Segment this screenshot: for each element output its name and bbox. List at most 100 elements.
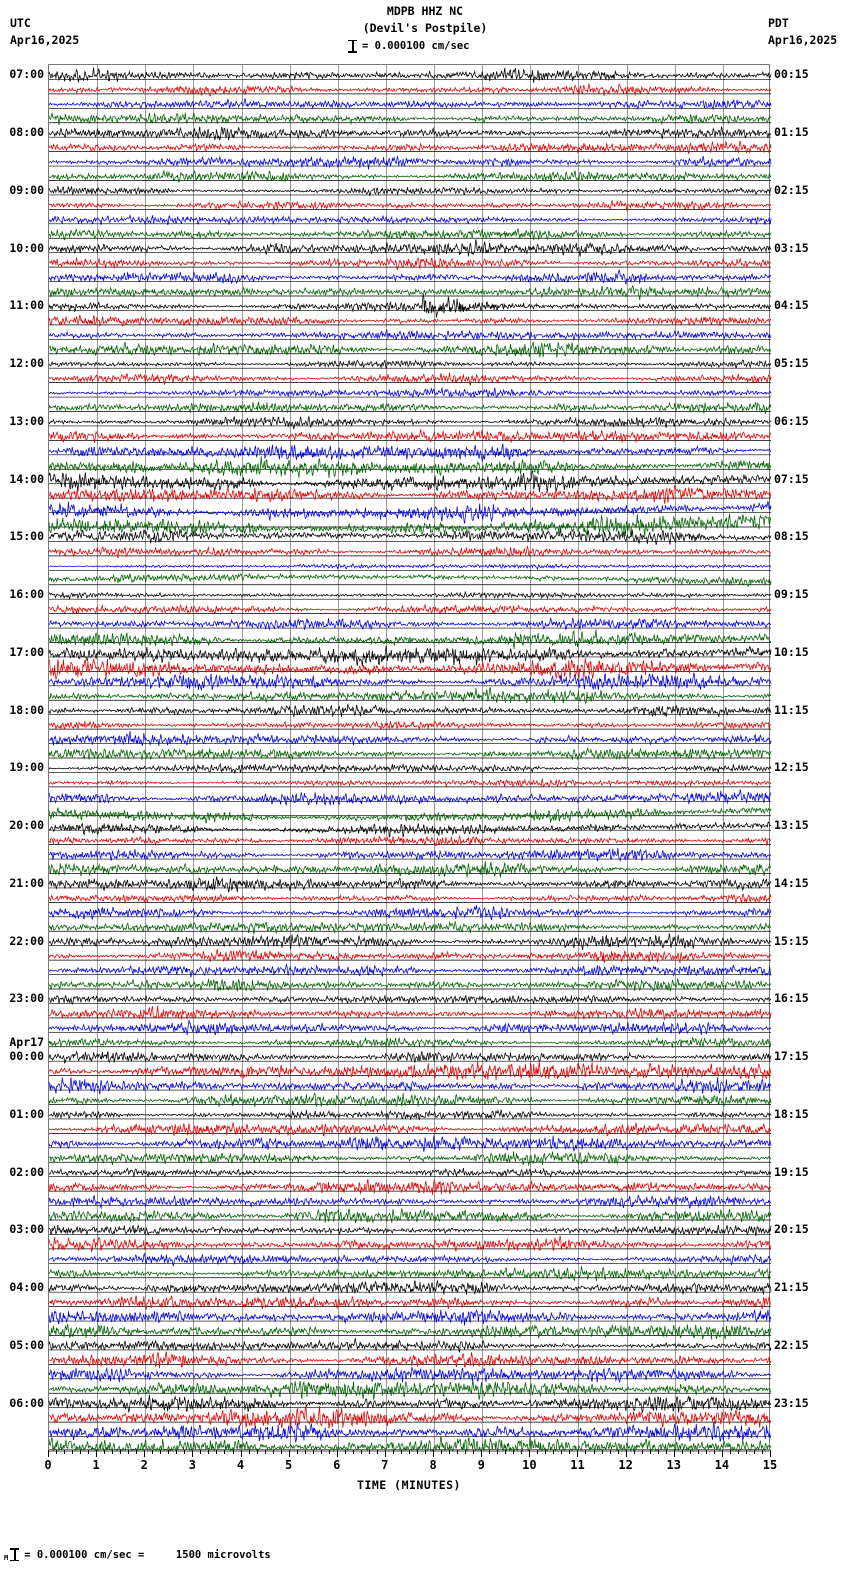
- seismic-trace: [48, 1178, 772, 1195]
- seismic-trace: [48, 126, 772, 141]
- x-tick-minor: [681, 1450, 683, 1454]
- pdt-hour-label-06-15: 06:15: [774, 413, 809, 428]
- x-tick-minor: [689, 1450, 691, 1454]
- x-tick-label-15: 15: [762, 1458, 778, 1472]
- x-tick-minor: [441, 1450, 443, 1454]
- pdt-hour-label-08-15: 08:15: [774, 529, 809, 544]
- pdt-hour-label-09-15: 09:15: [774, 587, 809, 602]
- gridline-minute-9: [482, 65, 484, 1449]
- x-tick-minor: [104, 1450, 106, 1454]
- utc-hour-label-17-00: 17:00: [9, 644, 44, 659]
- x-tick-minor: [272, 1450, 274, 1454]
- utc-hour-label-19-00: 19:00: [9, 760, 44, 775]
- seismic-trace: [48, 686, 772, 706]
- x-tick-minor: [256, 1450, 258, 1454]
- x-tick-minor: [505, 1450, 507, 1454]
- seismic-trace: [48, 387, 772, 399]
- pdt-hour-label-16-15: 16:15: [774, 991, 809, 1006]
- x-tick-minor: [304, 1450, 306, 1454]
- gridline-minute-13: [674, 65, 676, 1449]
- x-tick-major-11: [577, 1450, 579, 1457]
- x-tick-major-13: [673, 1450, 675, 1457]
- seismic-trace: [48, 1135, 772, 1152]
- seismic-trace: [48, 83, 772, 97]
- seismic-trace: [48, 213, 772, 226]
- seismic-trace: [48, 789, 772, 807]
- x-tick-label-12: 12: [618, 1458, 633, 1472]
- x-tick-minor: [320, 1450, 322, 1454]
- scale-bar-icon: [348, 39, 357, 53]
- x-tick-minor: [344, 1450, 346, 1454]
- seismic-trace: [48, 401, 772, 414]
- seismic-trace: [48, 513, 772, 537]
- x-tick-minor: [729, 1450, 731, 1454]
- utc-hour-label-12-00: 12:00: [9, 356, 44, 371]
- x-tick-label-11: 11: [570, 1458, 585, 1472]
- x-tick-minor: [160, 1450, 162, 1454]
- utc-hour-label-04-00: 04:00: [9, 1280, 44, 1295]
- utc-hour-label-03-00: 03:00: [9, 1222, 44, 1237]
- x-tick-minor: [713, 1450, 715, 1454]
- seismic-trace: [48, 1092, 772, 1108]
- pdt-hour-label-20-15: 20:15: [774, 1222, 809, 1237]
- x-tick-minor: [641, 1450, 643, 1454]
- x-tick-minor: [360, 1450, 362, 1454]
- x-tick-minor: [753, 1450, 755, 1454]
- x-tick-minor: [553, 1450, 555, 1454]
- seismic-trace: [48, 341, 772, 358]
- x-tick-minor: [657, 1450, 659, 1454]
- utc-hour-label-05-00: 05:00: [9, 1337, 44, 1352]
- footer-scale-text: = 0.000100 cm/sec = 1500 microvolts: [24, 1548, 271, 1561]
- x-tick-minor: [409, 1450, 410, 1454]
- x-tick-label-4: 4: [236, 1458, 245, 1472]
- x-tick-minor: [224, 1450, 226, 1454]
- seismic-trace: [48, 821, 771, 838]
- x-tick-minor: [649, 1450, 651, 1454]
- x-tick-minor: [705, 1450, 707, 1454]
- x-tick-label-1: 1: [92, 1458, 100, 1472]
- seismic-trace: [48, 1366, 772, 1384]
- x-tick-label-3: 3: [188, 1458, 197, 1472]
- x-tick-minor: [593, 1450, 595, 1454]
- seismic-trace: [48, 590, 772, 601]
- helicorder-plot-area[interactable]: [48, 64, 772, 1452]
- seismic-trace: [48, 763, 772, 775]
- pdt-hour-label-10-15: 10:15: [774, 644, 809, 659]
- seismic-trace: [48, 293, 772, 318]
- seismic-trace: [48, 359, 772, 370]
- x-tick-major-5: [288, 1450, 290, 1457]
- seismic-trace: [48, 1421, 772, 1444]
- pdt-hour-label-11-15: 11:15: [774, 702, 809, 717]
- utc-hour-label-00-00: 00:00: [9, 1049, 44, 1064]
- seismic-trace: [48, 1050, 772, 1065]
- seismic-trace: [48, 97, 772, 111]
- x-tick-minor: [72, 1450, 74, 1454]
- seismic-trace: [48, 372, 772, 386]
- x-tick-major-6: [336, 1450, 338, 1457]
- x-tick-label-13: 13: [666, 1458, 681, 1472]
- utc-hour-label-08-00: 08:00: [9, 125, 44, 140]
- pdt-hour-label-02-15: 02:15: [774, 182, 809, 197]
- gridline-minute-7: [385, 65, 387, 1449]
- x-tick-minor: [473, 1450, 475, 1454]
- utc-hour-label-18-00: 18:00: [9, 702, 44, 717]
- x-tick-minor: [232, 1450, 234, 1454]
- seismic-trace: [48, 529, 772, 545]
- utc-hour-label-20-00: 20:00: [9, 818, 44, 833]
- seismic-trace: [48, 1122, 772, 1137]
- utc-hour-label-21-00: 21:00: [9, 875, 44, 890]
- x-tick-minor: [400, 1450, 402, 1454]
- x-tick-minor: [392, 1450, 394, 1454]
- x-tick-minor: [497, 1450, 499, 1454]
- seismic-trace: [48, 199, 772, 212]
- pdt-hour-label-22-15: 22:15: [774, 1337, 809, 1352]
- x-tick-label-2: 2: [140, 1458, 148, 1472]
- x-tick-minor: [56, 1450, 58, 1454]
- x-tick-minor: [248, 1450, 250, 1454]
- x-tick-minor: [368, 1450, 370, 1454]
- gridline-minute-14: [722, 65, 724, 1449]
- seismic-trace: [48, 645, 772, 667]
- x-tick-label-8: 8: [429, 1458, 437, 1472]
- gridline-minute-6: [337, 65, 339, 1449]
- seismic-trace: [48, 629, 772, 650]
